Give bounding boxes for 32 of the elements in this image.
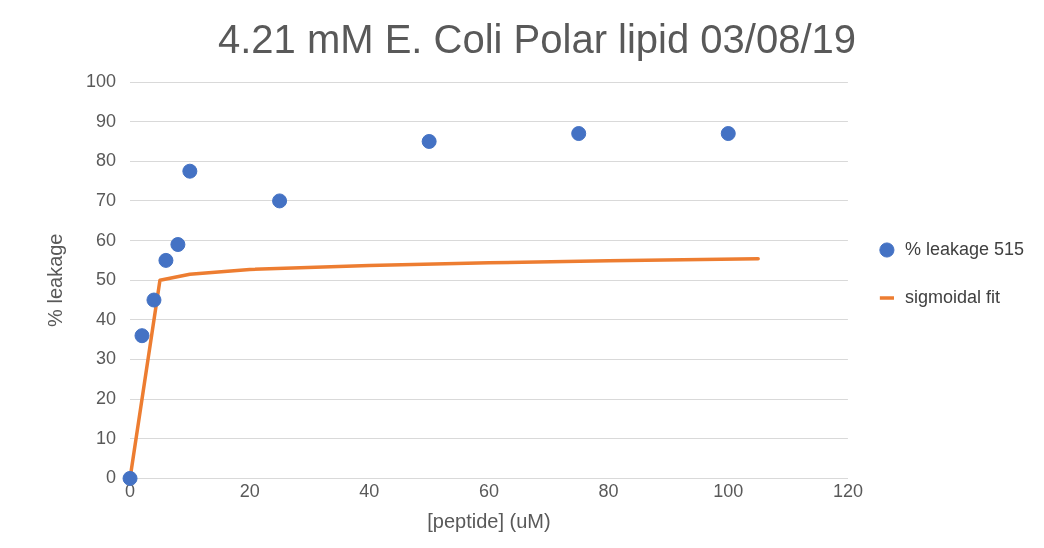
point (421, 133, 437, 149)
point (158, 252, 174, 268)
legend-label: % leakage 515 (904, 238, 1024, 259)
x-tick-label: 100 (713, 481, 744, 502)
y-tick-label: 100 (85, 70, 117, 91)
point (182, 163, 198, 179)
x-tick-label: 60 (478, 481, 499, 502)
y-axis-title: % leakage (43, 233, 66, 327)
point (571, 126, 587, 142)
point (122, 470, 138, 486)
x-axis-title: [peptide] (uM) (427, 509, 551, 532)
point (720, 126, 736, 142)
point (134, 328, 150, 344)
point (146, 292, 162, 308)
chart-title: 4.21 mM E. Coli Polar lipid 03/08/19 (217, 17, 857, 62)
x-tick-label: 40 (359, 481, 380, 502)
y-tick-label: 70 (96, 189, 117, 210)
point (170, 237, 186, 253)
y-tick-label: 50 (96, 269, 117, 290)
legend-label: sigmoidal fit (904, 286, 1000, 307)
y-tick-label: 80 (96, 150, 117, 171)
y-tick-label: 20 (96, 388, 117, 409)
x-tick-label: 20 (239, 481, 260, 502)
y-tick-label: 40 (96, 308, 117, 329)
y-tick-label: 0 (106, 467, 117, 488)
x-tick-label: 120 (832, 481, 863, 502)
y-tick-label: 60 (96, 229, 117, 250)
point (272, 193, 288, 209)
y-tick-label: 90 (96, 110, 117, 131)
y-tick-label: 30 (96, 348, 117, 369)
x-tick-label: 80 (598, 481, 619, 502)
y-tick-label: 10 (96, 427, 117, 448)
